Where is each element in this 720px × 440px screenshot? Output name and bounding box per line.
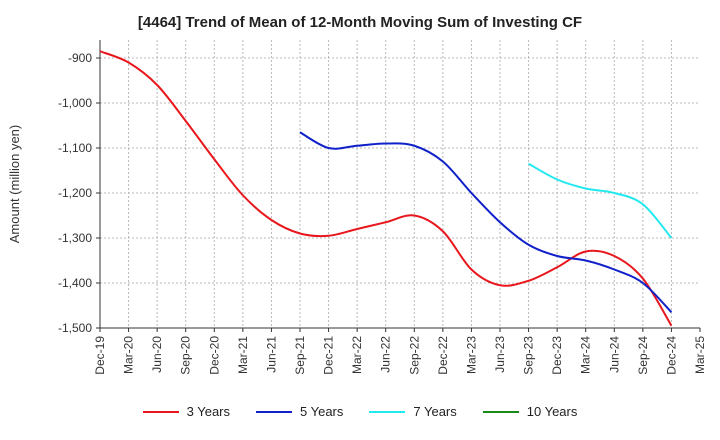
x-tick-label: Mar-24 [579, 336, 593, 374]
legend-swatch-7-years [369, 410, 406, 413]
x-tick-label: Dec-24 [664, 336, 678, 375]
plot-area [100, 40, 700, 328]
legend: 3 Years 5 Years 7 Years 10 Years [0, 404, 720, 419]
x-tick-label: Sep-22 [407, 336, 421, 375]
x-tick-label: Mar-20 [122, 336, 136, 374]
x-tick-label: Jun-23 [493, 336, 507, 373]
legend-swatch-3-years [142, 410, 179, 413]
y-tick-label: -1,100 [58, 141, 92, 155]
x-tick-label: Dec-20 [207, 336, 221, 375]
chart-title: [4464] Trend of Mean of 12-Month Moving … [137, 14, 583, 31]
x-tick-label: Dec-22 [436, 336, 450, 375]
legend-item-10-years: 10 Years [482, 404, 578, 419]
x-tick-label: Sep-24 [636, 336, 650, 375]
x-tick-label: Sep-23 [522, 336, 536, 375]
x-tick-label: Jun-21 [264, 336, 278, 373]
series-line-5-years [299, 131, 673, 313]
x-tick-label: Mar-23 [464, 336, 478, 374]
legend-swatch-10-years [482, 410, 519, 413]
x-tick-label: Jun-22 [379, 336, 393, 373]
x-tick-label: Dec-21 [322, 336, 336, 375]
legend-item-3-years: 3 Years [142, 404, 230, 419]
legend-label-7-years: 7 Years [413, 404, 457, 419]
legend-item-7-years: 7 Years [369, 404, 457, 419]
x-tick-label: Mar-22 [350, 336, 364, 374]
legend-swatch-5-years [256, 410, 292, 413]
x-tick-label: Jun-20 [150, 336, 164, 373]
legend-label-3-years: 3 Years [186, 404, 230, 419]
y-axis-label: Amount (million yen) [7, 125, 22, 244]
y-tick-label: -900 [68, 51, 92, 65]
y-tick-label: -1,500 [58, 321, 92, 335]
legend-item-5-years: 5 Years [256, 404, 343, 419]
x-tick-label: Sep-20 [179, 336, 193, 375]
x-tick-label: Dec-23 [550, 336, 564, 375]
x-tick-label: Mar-25 [693, 336, 707, 374]
x-tick-label: Mar-21 [236, 336, 250, 374]
y-tick-label: -1,400 [58, 276, 92, 290]
x-tick-label: Dec-19 [93, 336, 107, 375]
y-tick-label: -1,000 [58, 96, 92, 110]
x-tick-label: Sep-21 [293, 336, 307, 375]
y-tick-label: -1,300 [58, 231, 92, 245]
legend-label-5-years: 5 Years [300, 404, 344, 419]
y-tick-label: -1,200 [58, 186, 92, 200]
series-line-7-years [528, 162, 673, 239]
series-line-3-years [99, 50, 673, 327]
x-tick-label: Jun-24 [607, 336, 621, 373]
legend-label-10-years: 10 Years [526, 404, 578, 419]
